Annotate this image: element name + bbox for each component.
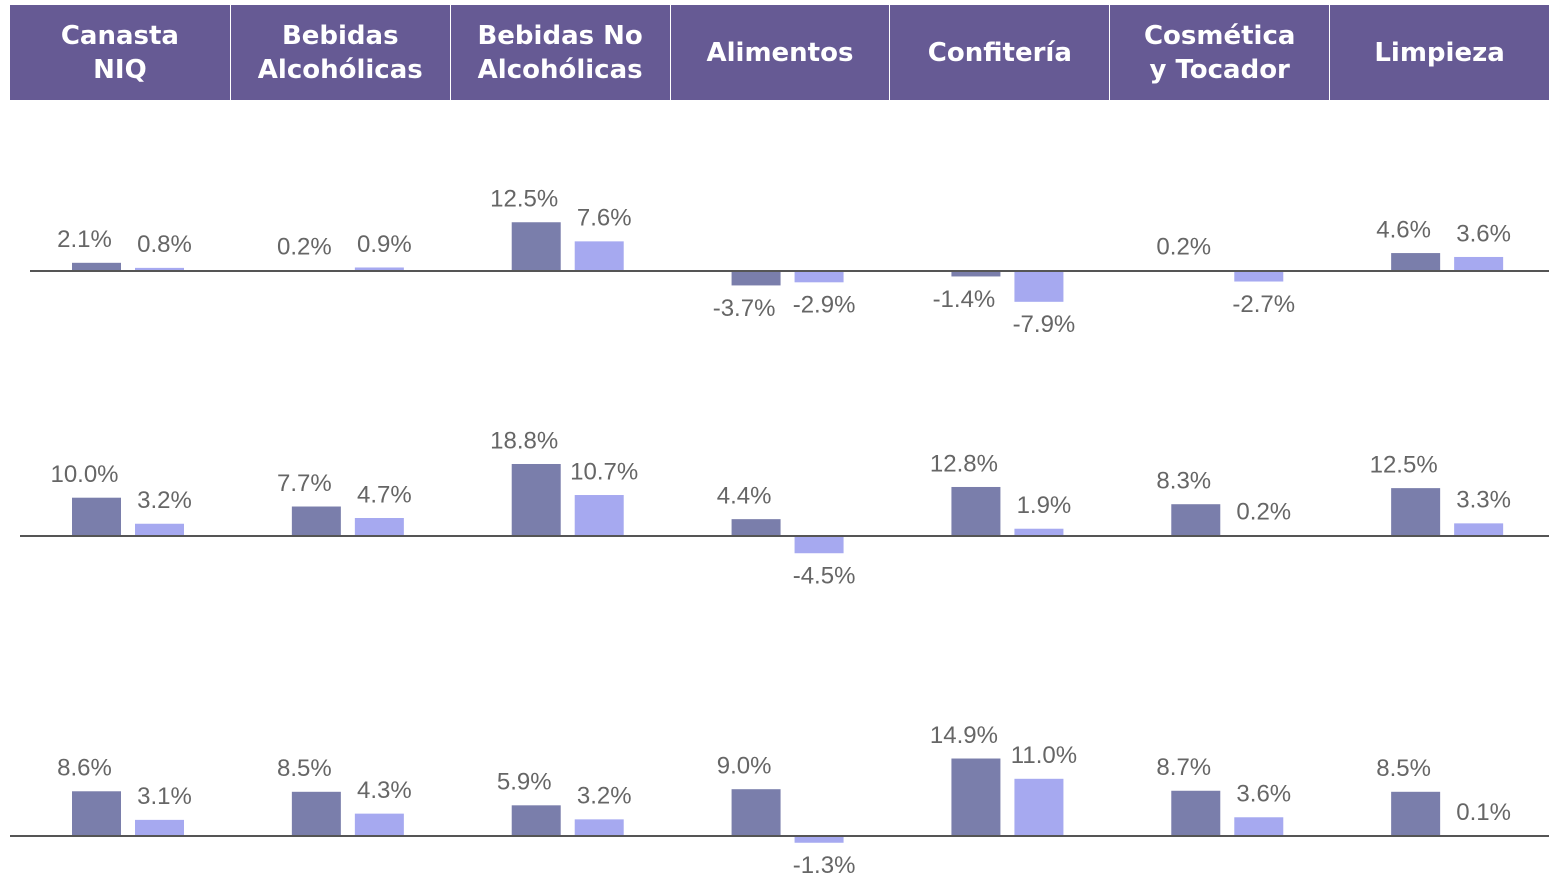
bar — [511, 463, 561, 536]
value-label: 4.7% — [357, 481, 412, 508]
bar — [794, 271, 844, 283]
bar — [574, 495, 624, 536]
value-label: 0.1% — [1456, 799, 1511, 826]
bar — [135, 267, 184, 271]
value-label: 8.3% — [1156, 468, 1211, 495]
bar — [1234, 271, 1284, 282]
column-header: Cosmética y Tocador — [1109, 5, 1329, 100]
value-label: 11.0% — [1011, 742, 1077, 769]
header: Canasta NIQ Bebidas Alcohólicas Bebidas No… — [10, 5, 1549, 100]
value-label: -2.9% — [793, 292, 856, 319]
bar — [794, 836, 844, 843]
value-label: 3.2% — [137, 487, 192, 514]
value-label: 3.2% — [577, 783, 632, 810]
bar — [1391, 791, 1441, 836]
column-header: Bebidas No Alcohólicas — [449, 5, 670, 100]
value-label: 4.4% — [717, 482, 772, 509]
value-label: 2.1% — [57, 226, 112, 253]
bar — [511, 222, 561, 271]
value-label: 0.2% — [277, 234, 332, 261]
value-label: 0.9% — [357, 231, 412, 258]
bar — [1014, 271, 1064, 302]
bar — [135, 523, 184, 536]
bar — [511, 805, 561, 836]
column-header: Bebidas Alcohólicas — [229, 5, 450, 100]
column-header: Alimentos — [669, 5, 890, 100]
value-label: -7.9% — [1013, 311, 1076, 338]
bar — [291, 506, 341, 536]
value-label: 12.5% — [490, 186, 558, 213]
value-label: 8.5% — [277, 755, 332, 782]
bar — [354, 517, 404, 536]
bar — [951, 486, 1001, 536]
bar — [731, 789, 781, 836]
value-label: 9.0% — [717, 753, 772, 780]
value-label: -1.3% — [793, 852, 856, 879]
value-label: 8.5% — [1376, 755, 1431, 782]
value-label: -2.7% — [1232, 291, 1295, 318]
bar — [1234, 817, 1284, 836]
value-label: 0.2% — [1156, 234, 1211, 261]
value-label: -3.7% — [713, 295, 776, 322]
value-label: 10.0% — [50, 461, 118, 488]
column-header: Limpieza — [1329, 5, 1549, 100]
bar — [574, 241, 624, 271]
value-label: -4.5% — [793, 563, 856, 590]
value-label: 18.8% — [490, 427, 558, 454]
value-label: 5.9% — [497, 769, 552, 796]
value-label: 0.8% — [137, 231, 192, 258]
bar — [72, 497, 121, 536]
bar — [1171, 504, 1221, 536]
value-label: 8.7% — [1156, 754, 1211, 781]
column-header: Confitería — [889, 5, 1109, 100]
bar — [1014, 778, 1064, 836]
value-label: 8.6% — [57, 755, 112, 782]
value-label: 7.7% — [277, 470, 332, 497]
bar — [951, 271, 1001, 277]
value-label: 12.5% — [1370, 451, 1438, 478]
value-label: 4.6% — [1376, 216, 1431, 243]
bar — [1014, 528, 1064, 536]
bar — [1391, 488, 1441, 536]
bar — [951, 758, 1001, 836]
value-label: 14.9% — [930, 722, 998, 749]
bar — [72, 262, 121, 271]
value-label: 10.7% — [570, 458, 638, 485]
value-label: 1.9% — [1017, 492, 1072, 519]
bar — [354, 813, 404, 836]
value-label: 0.2% — [1236, 499, 1291, 526]
value-label: 3.1% — [137, 783, 192, 810]
bar — [731, 271, 781, 286]
bar — [731, 519, 781, 536]
bar — [794, 536, 844, 554]
bar — [1391, 253, 1441, 271]
bar — [1454, 256, 1504, 271]
column-header: Canasta NIQ — [60, 20, 179, 85]
value-label: 7.6% — [577, 205, 632, 232]
value-label: 3.6% — [1236, 781, 1291, 808]
bar — [135, 819, 184, 836]
value-label: 4.3% — [357, 777, 412, 804]
bar — [72, 791, 121, 836]
bar — [291, 791, 341, 836]
bar — [1454, 523, 1504, 536]
value-label: 3.6% — [1456, 220, 1511, 247]
bar — [354, 267, 404, 271]
value-label: -1.4% — [933, 286, 996, 313]
bar — [574, 819, 624, 836]
bar — [1171, 790, 1221, 836]
value-label: 3.3% — [1456, 487, 1511, 514]
value-label: 12.8% — [930, 450, 998, 477]
